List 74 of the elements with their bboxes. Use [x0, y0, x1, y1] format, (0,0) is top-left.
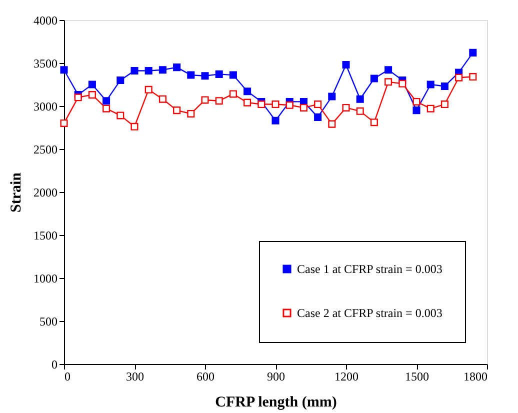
point	[187, 110, 195, 118]
y-tick-label: 3000	[34, 100, 58, 114]
point	[384, 78, 392, 86]
point	[229, 90, 237, 98]
point	[215, 70, 223, 78]
point	[130, 66, 138, 75]
point	[144, 66, 152, 75]
point	[272, 116, 280, 124]
point	[356, 107, 364, 115]
point	[426, 104, 434, 112]
point	[74, 94, 82, 102]
point	[201, 96, 209, 104]
point	[102, 97, 110, 105]
point	[398, 80, 406, 88]
point	[130, 122, 138, 130]
point	[328, 92, 336, 100]
point	[229, 71, 237, 79]
point	[116, 76, 124, 84]
y-tick-label: 3500	[34, 56, 58, 70]
y-tick-label: 4000	[34, 14, 58, 28]
point	[286, 101, 294, 109]
point	[116, 112, 124, 120]
legend-label: Case 1 at CFRP strain = 0.003	[297, 262, 442, 276]
point	[102, 104, 110, 112]
point	[356, 95, 364, 103]
point	[173, 64, 181, 72]
point	[314, 113, 322, 121]
point	[384, 66, 392, 74]
point	[60, 66, 68, 74]
point	[88, 80, 96, 88]
point	[426, 80, 434, 88]
point	[215, 97, 223, 105]
point	[272, 100, 280, 108]
x-tick-label: 1500	[405, 370, 429, 384]
y-tick-label: 1500	[34, 228, 58, 242]
point	[173, 106, 181, 114]
point	[440, 100, 448, 108]
point	[201, 72, 209, 80]
point	[158, 95, 166, 103]
point	[412, 98, 420, 106]
x-tick-label: 900	[267, 370, 285, 384]
y-tick-label: 0	[52, 358, 58, 372]
point	[370, 118, 378, 126]
point	[88, 91, 96, 99]
point	[412, 106, 420, 114]
point	[187, 71, 195, 79]
x-tick-label: 1200	[334, 370, 358, 384]
y-tick-label: 2500	[34, 142, 58, 156]
legend-label: Case 2 at CFRP strain = 0.003	[297, 306, 442, 320]
point	[469, 73, 477, 81]
point	[440, 82, 448, 90]
x-tick-label: 1800	[464, 370, 488, 384]
y-tick-label: 500	[40, 314, 58, 328]
point	[328, 120, 336, 128]
point	[144, 86, 152, 94]
point	[60, 119, 68, 127]
point	[300, 104, 308, 112]
point	[469, 48, 477, 56]
point	[342, 104, 350, 112]
y-tick-label: 2000	[34, 186, 58, 200]
y-axis-title: Strain	[8, 172, 24, 213]
point	[244, 98, 252, 106]
point	[244, 88, 252, 96]
y-tick-label: 1000	[34, 272, 58, 286]
point	[258, 100, 266, 108]
x-axis-title: CFRP length (mm)	[215, 394, 337, 410]
point	[342, 60, 350, 68]
x-tick-label: 300	[126, 370, 144, 384]
point	[455, 74, 463, 82]
x-tick-label: 0	[64, 370, 70, 384]
x-tick-label: 600	[196, 370, 214, 384]
point	[314, 100, 322, 108]
point	[158, 66, 166, 74]
point	[370, 74, 378, 82]
